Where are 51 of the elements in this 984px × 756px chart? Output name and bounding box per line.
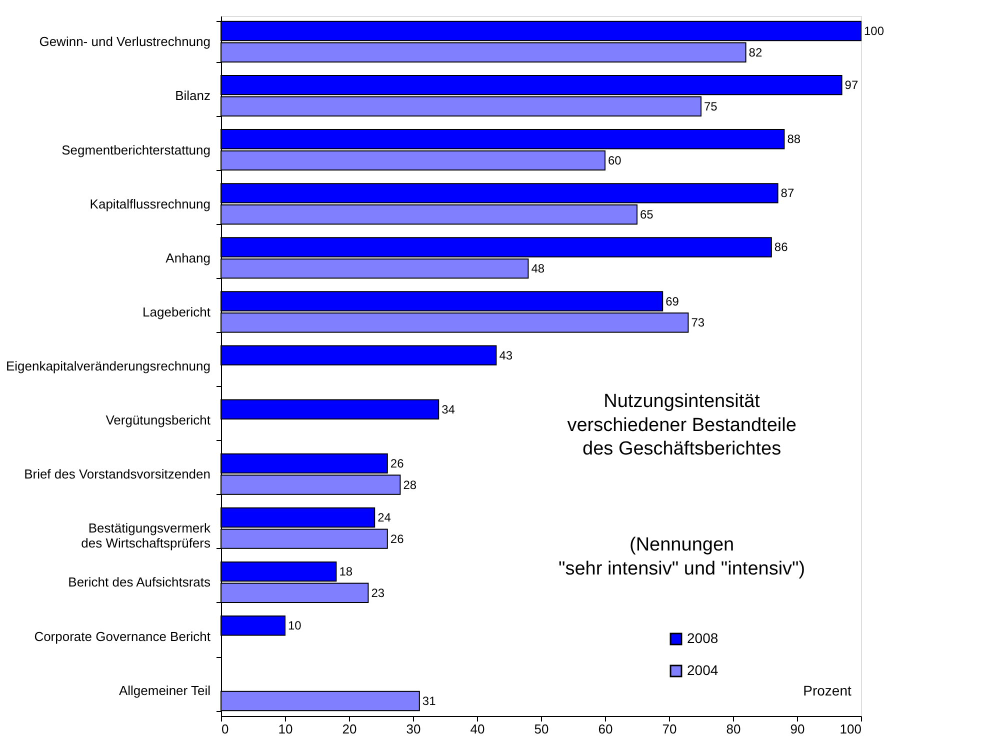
y-tick-label: Eigenkapitalveränderungsrechnung	[6, 358, 210, 374]
data-label: 75	[704, 99, 718, 114]
x-tick-label: 20	[342, 722, 357, 736]
data-label: 43	[499, 348, 513, 362]
data-label: 26	[390, 532, 404, 546]
data-label: 60	[608, 153, 622, 168]
data-label: 86	[774, 240, 788, 254]
y-tick-label: Bestätigungsvermerk des Wirtschaftsprüfers	[81, 520, 211, 551]
data-label: 31	[422, 694, 436, 708]
data-label: 34	[442, 402, 456, 416]
y-tick-label: Lagebericht	[142, 304, 211, 320]
x-tick-label: 30	[406, 722, 421, 736]
y-tick-label: Brief des Vorstandsvorsitzenden	[24, 466, 210, 482]
data-label: 48	[531, 262, 545, 276]
x-tick-label: 70	[662, 722, 677, 736]
data-label: 100	[864, 24, 884, 38]
data-label: 23	[371, 586, 385, 600]
annotation: Nutzungsintensität verschiedener Bestandteile des Geschäftsberichtes	[567, 391, 796, 460]
data-label: 73	[691, 316, 705, 330]
data-label: 10	[288, 618, 302, 633]
x-tick-label: 60	[598, 722, 613, 736]
data-label: 88	[787, 132, 801, 146]
y-tick-label: Bericht des Aufsichtsrats	[68, 574, 211, 590]
y-tick-label: Kapitalflussrechnung	[90, 196, 210, 212]
y-tick-label: Vergütungsbericht	[106, 412, 211, 428]
y-tick-label: Gewinn- und Verlustrechnung	[39, 34, 210, 50]
data-label: 24	[378, 510, 392, 524]
annotation: Prozent	[803, 682, 852, 698]
y-tick-label: Bilanz	[175, 88, 210, 104]
x-tick-label: 90	[790, 722, 805, 736]
y-tick-label: Allgemeiner Teil	[118, 682, 211, 698]
legend-label: 2004	[687, 662, 718, 678]
y-tick-label: Anhang	[166, 250, 210, 266]
data-label: 97	[844, 78, 858, 92]
data-label: 82	[748, 45, 762, 60]
x-tick-label: 0	[222, 722, 229, 736]
x-tick-label: 10	[278, 722, 293, 736]
x-tick-label: 40	[470, 722, 485, 736]
annotation: (Nennungen "sehr intensiv" und "intensiv")	[558, 534, 806, 580]
data-label: 87	[780, 186, 794, 200]
data-label: 18	[339, 564, 353, 579]
x-tick-label: 50	[534, 722, 549, 736]
x-tick-label: 100	[840, 722, 862, 736]
y-tick-label: Corporate Governance Bericht	[34, 628, 211, 644]
y-tick-label: Segmentberichterstattung	[62, 142, 210, 158]
data-label: 26	[390, 456, 404, 470]
data-label: 69	[666, 294, 680, 308]
data-label: 65	[640, 208, 654, 222]
legend-label: 2008	[687, 630, 718, 646]
x-tick-label: 80	[726, 722, 741, 736]
data-label: 28	[403, 478, 417, 492]
